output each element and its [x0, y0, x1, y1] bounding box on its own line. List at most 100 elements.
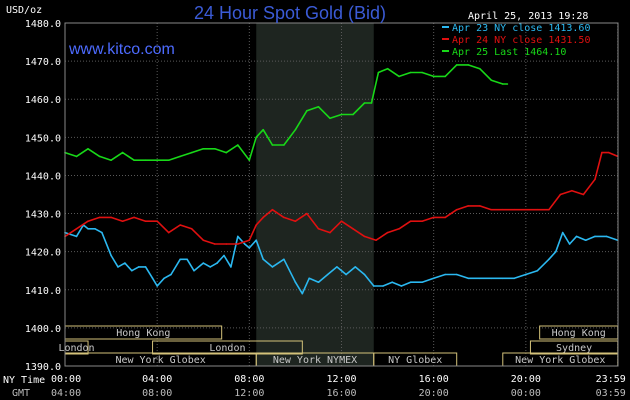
y-tick-label: 1460.0	[25, 95, 61, 106]
data-point	[326, 273, 329, 276]
data-point	[568, 243, 571, 245]
data-point	[605, 235, 608, 238]
data-point	[167, 231, 170, 234]
data-point	[479, 205, 481, 207]
data-point	[190, 228, 193, 230]
y-tick-label: 1400.0	[25, 324, 61, 335]
data-point	[202, 262, 205, 264]
x-tick-label-ny: 12:00	[326, 374, 356, 385]
data-point	[444, 75, 447, 78]
data-point	[444, 216, 447, 219]
x-tick-label-gmt: 20:00	[419, 388, 449, 399]
data-point	[243, 243, 246, 245]
session-label: Hong Kong	[552, 328, 606, 339]
x-row-label-ny: NY Time	[3, 375, 45, 386]
data-point	[409, 220, 412, 222]
data-point	[584, 239, 587, 241]
data-point	[170, 273, 172, 276]
data-point	[467, 205, 470, 207]
data-point	[561, 231, 564, 234]
data-point	[190, 151, 193, 154]
data-point	[467, 277, 470, 280]
data-point	[98, 216, 101, 219]
data-point	[87, 228, 89, 230]
x-tick-label-ny: 00:00	[51, 374, 81, 385]
data-point	[363, 235, 366, 238]
data-point	[398, 228, 400, 230]
data-point	[601, 151, 603, 154]
legend-entry: Apr 24 NY close 1431.50	[452, 35, 590, 46]
data-point	[363, 102, 366, 104]
data-point	[421, 220, 423, 222]
data-point	[237, 144, 239, 146]
data-point	[582, 193, 585, 196]
x-tick-label-gmt: 16:00	[326, 388, 356, 399]
x-tick-label-ny: 04:00	[142, 374, 172, 385]
data-point	[308, 277, 311, 280]
data-point	[571, 189, 573, 192]
data-point	[230, 266, 232, 268]
data-point	[421, 281, 423, 284]
data-point	[594, 235, 596, 238]
session-label: NY Globex	[388, 355, 442, 366]
data-point	[432, 216, 435, 219]
data-point	[373, 285, 375, 287]
series-line-3	[64, 64, 508, 161]
data-point	[301, 292, 304, 295]
data-point	[340, 113, 343, 116]
data-point	[525, 273, 527, 276]
data-point	[317, 281, 320, 284]
data-point	[110, 159, 112, 161]
data-point	[248, 247, 251, 249]
data-point	[345, 273, 347, 276]
data-point	[271, 144, 274, 146]
data-point	[124, 262, 126, 264]
data-point	[555, 250, 557, 253]
data-point	[214, 243, 216, 245]
data-point	[329, 117, 331, 120]
data-point	[75, 235, 78, 238]
data-point	[283, 258, 285, 261]
data-point	[75, 228, 78, 230]
data-point	[479, 277, 481, 280]
data-point	[144, 159, 147, 161]
session-label: New York Globex	[115, 355, 205, 366]
data-point	[502, 208, 504, 211]
data-point	[400, 285, 403, 287]
x-axis: 00:00 04:00 04:00 08:00 08:00 12:00 12:00 16:00…	[3, 374, 626, 399]
data-point	[502, 83, 504, 85]
x-tick-label-ny: 20:00	[511, 374, 541, 385]
data-point	[294, 220, 297, 222]
data-point	[317, 106, 320, 108]
data-point	[455, 64, 458, 66]
data-point	[352, 228, 354, 230]
data-point	[306, 212, 308, 215]
x-tick-label-gmt: 03:59	[596, 388, 626, 399]
data-point	[110, 254, 112, 257]
y-unit-label: USD/oz	[6, 5, 42, 16]
x-tick-label-gmt: 00:00	[511, 388, 541, 399]
data-point	[262, 258, 265, 261]
data-point	[354, 266, 357, 268]
session-label: London	[58, 343, 94, 354]
data-point	[608, 151, 610, 154]
x-tick-label-gmt: 04:00	[51, 388, 81, 399]
data-point	[306, 109, 308, 112]
data-point	[216, 262, 218, 264]
data-point	[575, 235, 578, 238]
data-point	[340, 220, 343, 222]
data-point	[151, 277, 154, 280]
data-point	[133, 159, 135, 161]
data-point	[262, 128, 265, 131]
data-point	[117, 266, 119, 268]
data-point	[382, 285, 384, 287]
data-point	[294, 281, 297, 284]
y-tick-label: 1450.0	[25, 133, 61, 144]
data-point	[209, 266, 211, 268]
series-layer	[64, 64, 619, 295]
y-tick-label: 1430.0	[25, 210, 61, 221]
data-point	[352, 113, 354, 116]
data-point	[409, 281, 412, 284]
data-point	[490, 277, 493, 280]
data-point	[548, 258, 550, 261]
